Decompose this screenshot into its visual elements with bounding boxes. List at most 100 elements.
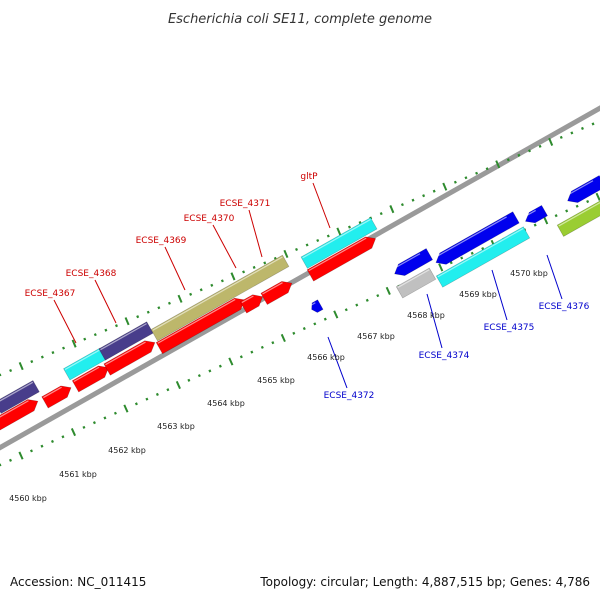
minor-tick	[166, 388, 170, 392]
minor-tick	[485, 167, 489, 171]
minor-tick	[355, 303, 359, 307]
minor-tick	[210, 283, 214, 287]
minor-tick	[591, 122, 595, 126]
minor-tick	[475, 171, 479, 175]
minor-tick	[470, 251, 474, 255]
minor-tick	[464, 176, 468, 180]
minor-tick	[453, 180, 457, 184]
minor-tick	[575, 204, 579, 208]
gene-label-ECSE_4369: ECSE_4369	[136, 236, 187, 246]
major-tick	[230, 272, 236, 281]
minor-tick	[208, 369, 212, 373]
feature-block-lime	[556, 199, 600, 237]
leader-line	[426, 293, 443, 349]
minor-tick	[506, 158, 510, 162]
leader-line	[312, 182, 331, 229]
minor-tick	[155, 392, 159, 396]
minor-tick	[432, 189, 436, 193]
minor-tick	[295, 247, 299, 252]
gene-arrow-ECSE_4374	[392, 248, 434, 276]
minor-tick	[260, 345, 264, 349]
minor-tick	[316, 238, 320, 243]
gene-arrow-ECSE_4369	[103, 340, 156, 376]
minor-tick	[252, 265, 256, 269]
major-tick	[18, 451, 24, 460]
minor-tick	[62, 346, 66, 350]
gene-label-ECSE_4374: ECSE_4374	[419, 351, 470, 361]
tick-label: 4561 kbp	[59, 470, 97, 479]
label-leaders	[53, 182, 563, 389]
gene-label-ECSE_4376: ECSE_4376	[539, 302, 590, 312]
major-tick	[336, 227, 342, 236]
minor-tick	[347, 225, 351, 229]
feature-block-gray	[395, 267, 437, 299]
minor-tick	[9, 368, 13, 373]
minor-tick	[538, 144, 542, 148]
minor-tick	[93, 333, 97, 337]
major-tick	[177, 294, 183, 303]
gene-arrow-ECSE_4371	[239, 294, 263, 314]
gene-arrow-ECSE_4371	[260, 281, 293, 305]
minor-tick	[197, 374, 201, 378]
tick-label: 4570 kbp	[510, 269, 548, 278]
major-tick	[333, 310, 339, 319]
tick-label: 4564 kbp	[207, 399, 245, 408]
minor-tick	[528, 149, 531, 153]
minor-tick	[82, 425, 86, 429]
gene-labels: ECSE_4367 ECSE_4368 ECSE_4369 ECSE_4370 ECSE…	[25, 172, 590, 401]
minor-tick	[220, 279, 224, 283]
leader-line	[212, 224, 237, 269]
map-title: Escherichia coli SE11, complete genome	[168, 12, 432, 27]
major-tick	[18, 361, 24, 371]
minor-tick	[326, 234, 330, 238]
minor-tick	[379, 212, 383, 216]
minor-tick	[40, 355, 44, 359]
major-tick	[543, 216, 549, 225]
minor-tick	[533, 223, 537, 227]
minor-tick	[113, 411, 117, 415]
tick-label: 4566 kbp	[307, 353, 345, 362]
major-tick	[70, 428, 77, 437]
leader-line	[491, 269, 508, 321]
minor-tick	[411, 198, 415, 202]
minor-tick	[239, 355, 243, 359]
leader-line	[164, 246, 186, 291]
leader-line	[53, 299, 77, 344]
gene-arrow-ECSE_4376	[523, 204, 548, 224]
major-tick	[228, 357, 234, 366]
tick-rows	[0, 122, 600, 467]
minor-tick	[136, 315, 140, 319]
minor-tick	[460, 256, 464, 260]
minor-tick	[29, 449, 33, 453]
minor-tick	[134, 402, 138, 406]
major-tick	[123, 404, 129, 413]
minor-tick	[146, 310, 150, 314]
minor-tick	[115, 324, 118, 328]
gene-arrow-ECSE_4367	[41, 385, 72, 409]
tick-label: 4565 kbp	[257, 376, 295, 385]
minor-tick	[517, 153, 521, 157]
feature-block-khaki	[150, 254, 290, 342]
minor-tick	[313, 322, 317, 326]
minor-tick	[344, 308, 348, 312]
minor-tick	[218, 364, 222, 368]
minor-tick	[302, 327, 306, 331]
gene-arrow-ECSE_4368	[71, 365, 109, 393]
minor-tick	[449, 261, 453, 265]
minor-tick	[104, 328, 108, 332]
genome-summary-text: Topology: circular; Length: 4,887,515 bp…	[259, 575, 590, 589]
gene-label-ECSE_4368: ECSE_4368	[66, 269, 117, 279]
gene-arrow-ECSE_4372	[310, 299, 324, 313]
minor-tick	[145, 397, 149, 401]
leader-line	[248, 209, 263, 258]
minor-tick	[263, 261, 267, 265]
major-tick	[124, 317, 130, 326]
minor-tick	[157, 306, 161, 310]
minor-tick	[250, 350, 254, 354]
minor-tick	[400, 203, 404, 207]
gene-label-ECSE_4367: ECSE_4367	[25, 289, 76, 299]
minor-tick	[481, 247, 485, 251]
minor-tick	[187, 378, 191, 382]
minor-tick	[554, 214, 558, 218]
